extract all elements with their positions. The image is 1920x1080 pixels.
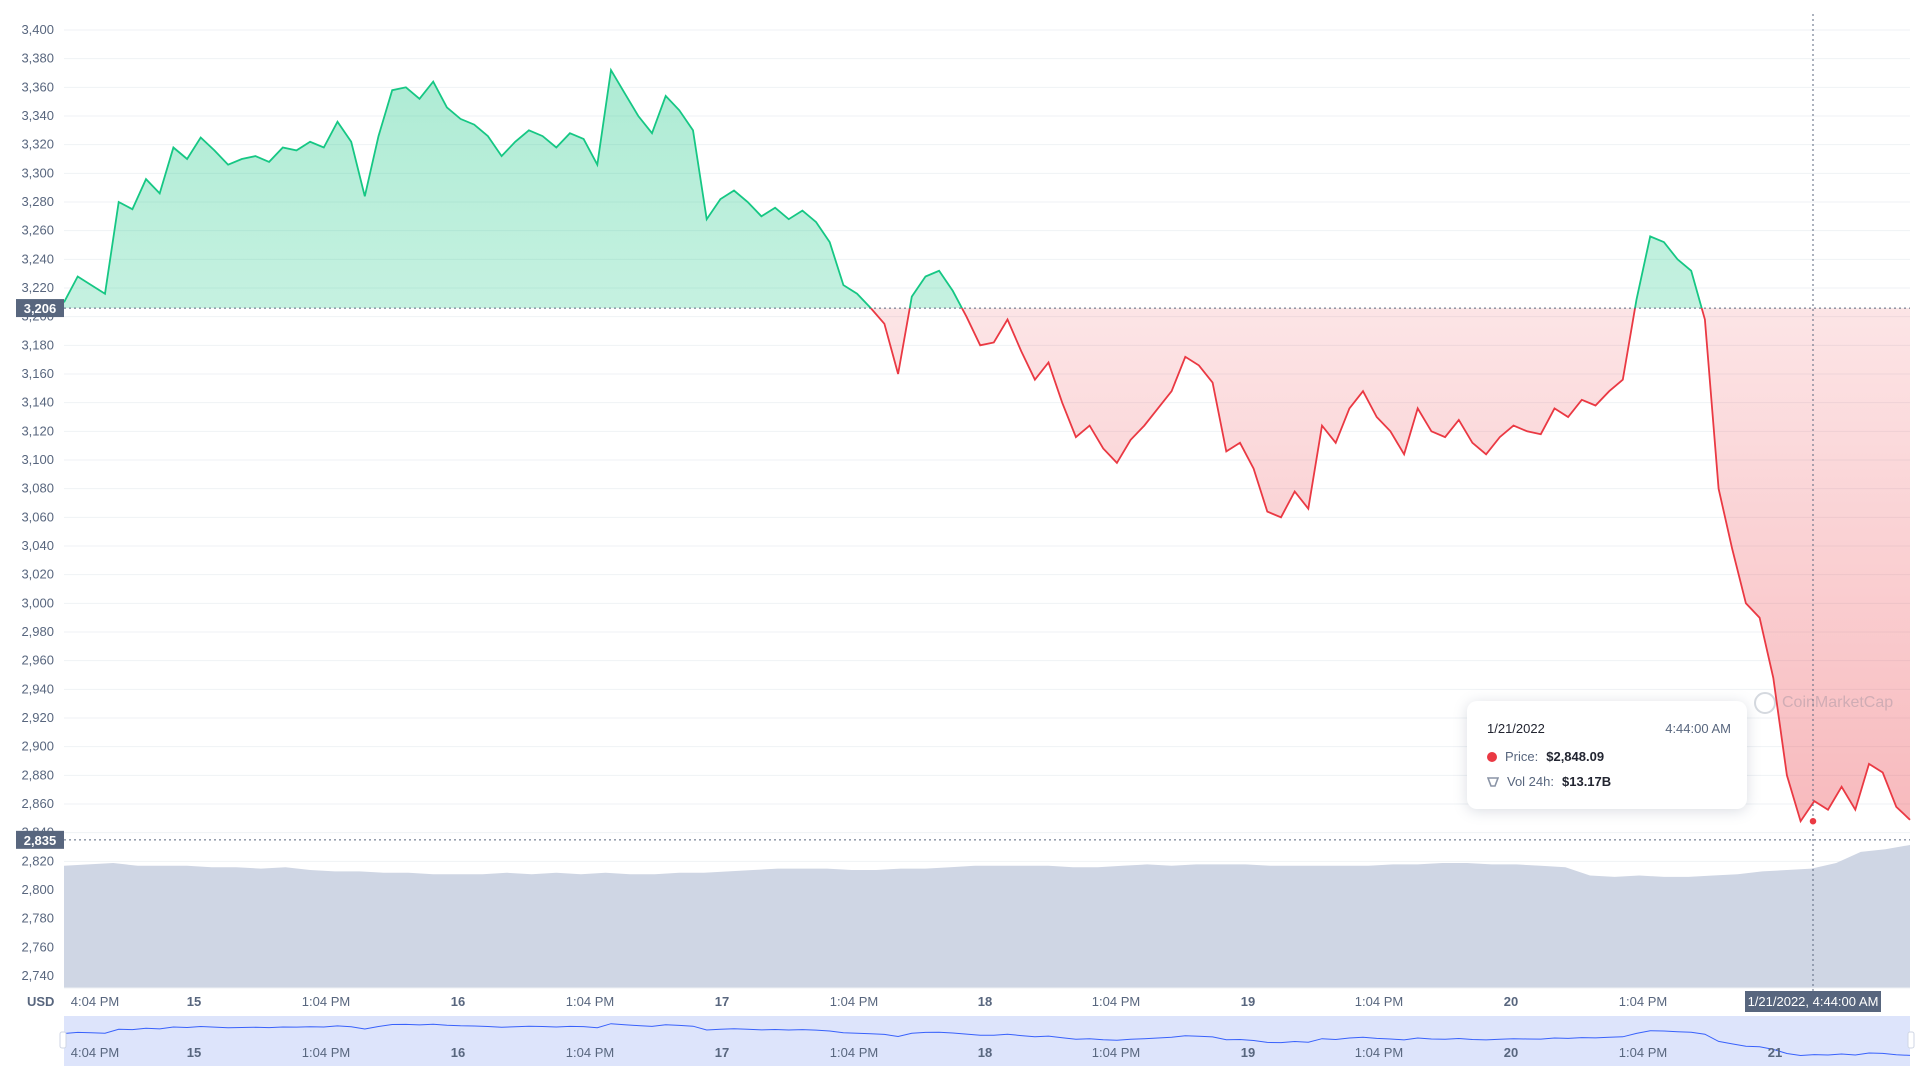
navigator-background: [64, 1016, 1910, 1066]
y-tick-label: 3,100: [21, 452, 54, 467]
y-tick-label: 3,340: [21, 108, 54, 123]
x-tick-label: 1:04 PM: [830, 994, 878, 1009]
y-tick-label: 2,740: [21, 968, 54, 983]
navigator-tick-label: 21: [1768, 1045, 1782, 1060]
tooltip-volume-value: $13.17B: [1562, 774, 1612, 789]
y-tick-label: 3,120: [21, 423, 54, 438]
y-tick-label: 2,800: [21, 882, 54, 897]
navigator-tick-label: 1:04 PM: [1619, 1045, 1667, 1060]
hover-date-label: 1/21/2022, 4:44:00 AM: [1748, 994, 1879, 1009]
y-tick-label: 2,760: [21, 939, 54, 954]
y-tick-label: 2,880: [21, 767, 54, 782]
navigator-tick-label: 1:04 PM: [1092, 1045, 1140, 1060]
y-tick-label: 3,320: [21, 137, 54, 152]
price-line-down: [869, 308, 1911, 824]
volume-icon: [1487, 776, 1499, 787]
x-tick-label: 16: [451, 994, 465, 1009]
y-tick-label: 3,380: [21, 51, 54, 66]
y-tick-label: 3,140: [21, 395, 54, 410]
x-tick-label: 1:04 PM: [566, 994, 614, 1009]
y-tick-label: 2,820: [21, 853, 54, 868]
current-price-tag: [16, 830, 64, 849]
y-tick-label: 3,040: [21, 538, 54, 553]
navigator-tick-label: 15: [187, 1045, 201, 1060]
y-tick-label: 3,300: [21, 165, 54, 180]
y-tick-label: 3,020: [21, 567, 54, 582]
y-tick-label: 3,280: [21, 194, 54, 209]
tooltip-date: 1/21/2022: [1487, 721, 1545, 736]
y-tick-label: 3,000: [21, 595, 54, 610]
y-tick-label: 2,980: [21, 624, 54, 639]
volume-area: [64, 845, 1910, 988]
y-tick-label: 3,060: [21, 509, 54, 524]
currency-label: USD: [27, 994, 54, 1009]
x-tick-label: 1:04 PM: [1092, 994, 1140, 1009]
watermark-text: CoinMarketCap: [1782, 694, 1894, 711]
y-tick-label: 3,080: [21, 481, 54, 496]
price-area-down: [64, 308, 1910, 822]
navigator-tick-label: 17: [715, 1045, 729, 1060]
navigator-tick-label: 1:04 PM: [830, 1045, 878, 1060]
chart-tooltip: 1/21/2022 4:44:00 AM Price: $2,848.09 Vo…: [1467, 701, 1747, 809]
x-tick-label: 17: [715, 994, 729, 1009]
navigator-tick-label: 4:04 PM: [71, 1045, 119, 1060]
y-tick-label: 3,400: [21, 22, 54, 37]
y-tick-label: 3,260: [21, 223, 54, 238]
x-tick-label: 4:04 PM: [71, 994, 119, 1009]
x-tick-label: 1:04 PM: [1355, 994, 1403, 1009]
price-dot-icon: [1487, 751, 1497, 762]
y-tick-label: 3,160: [21, 366, 54, 381]
navigator-tick-label: 1:04 PM: [302, 1045, 350, 1060]
watermark: CoinMarketCap: [1754, 692, 1893, 714]
y-tick-label: 2,900: [21, 739, 54, 754]
navigator-line: [63, 1023, 1911, 1057]
x-tick-label: 18: [978, 994, 992, 1009]
hover-point: [1808, 816, 1818, 826]
x-tick-label: 15: [187, 994, 201, 1009]
x-tick-label: 20: [1504, 994, 1518, 1009]
x-tick-label: 1:04 PM: [1619, 994, 1667, 1009]
navigator-tick-label: 20: [1504, 1045, 1518, 1060]
y-tick-label: 2,940: [21, 681, 54, 696]
tooltip-price-value: $2,848.09: [1546, 749, 1605, 764]
hover-date-tag: [1745, 991, 1881, 1012]
tooltip-price-label: Price:: [1505, 749, 1539, 764]
x-tick-label: 19: [1241, 994, 1255, 1009]
y-tick-label: 3,220: [21, 280, 54, 295]
current-price-tag-label: 2,835: [24, 833, 57, 848]
y-tick-label: 2,780: [21, 911, 54, 926]
baseline-tag: [16, 299, 64, 318]
price-line-up: [63, 67, 1703, 309]
navigator-tick-label: 18: [978, 1045, 992, 1060]
baseline-tag-label: 3,206: [24, 301, 57, 316]
price-area-up: [64, 70, 1702, 309]
navigator-handle-left: [59, 1031, 67, 1049]
navigator-tick-label: 16: [451, 1045, 465, 1060]
x-tick-label: 1:04 PM: [302, 994, 350, 1009]
y-tick-label: 2,920: [21, 710, 54, 725]
coinmarketcap-logo-icon: [1754, 692, 1776, 714]
y-tick-label: 2,960: [21, 653, 54, 668]
y-tick-label: 3,360: [21, 79, 54, 94]
tooltip-time: 4:44:00 AM: [1665, 721, 1731, 736]
y-tick-label: 3,180: [21, 337, 54, 352]
tooltip-volume-label: Vol 24h:: [1507, 774, 1554, 789]
tooltip-price-row: Price: $2,848.09: [1487, 749, 1604, 764]
y-tick-label: 3,240: [21, 251, 54, 266]
navigator-tick-label: 1:04 PM: [1355, 1045, 1403, 1060]
navigator-handle-right: [1907, 1031, 1915, 1049]
navigator-tick-label: 19: [1241, 1045, 1255, 1060]
navigator-tick-label: 1:04 PM: [566, 1045, 614, 1060]
tooltip-volume-row: Vol 24h: $13.17B: [1487, 774, 1611, 789]
y-tick-label: 2,860: [21, 796, 54, 811]
